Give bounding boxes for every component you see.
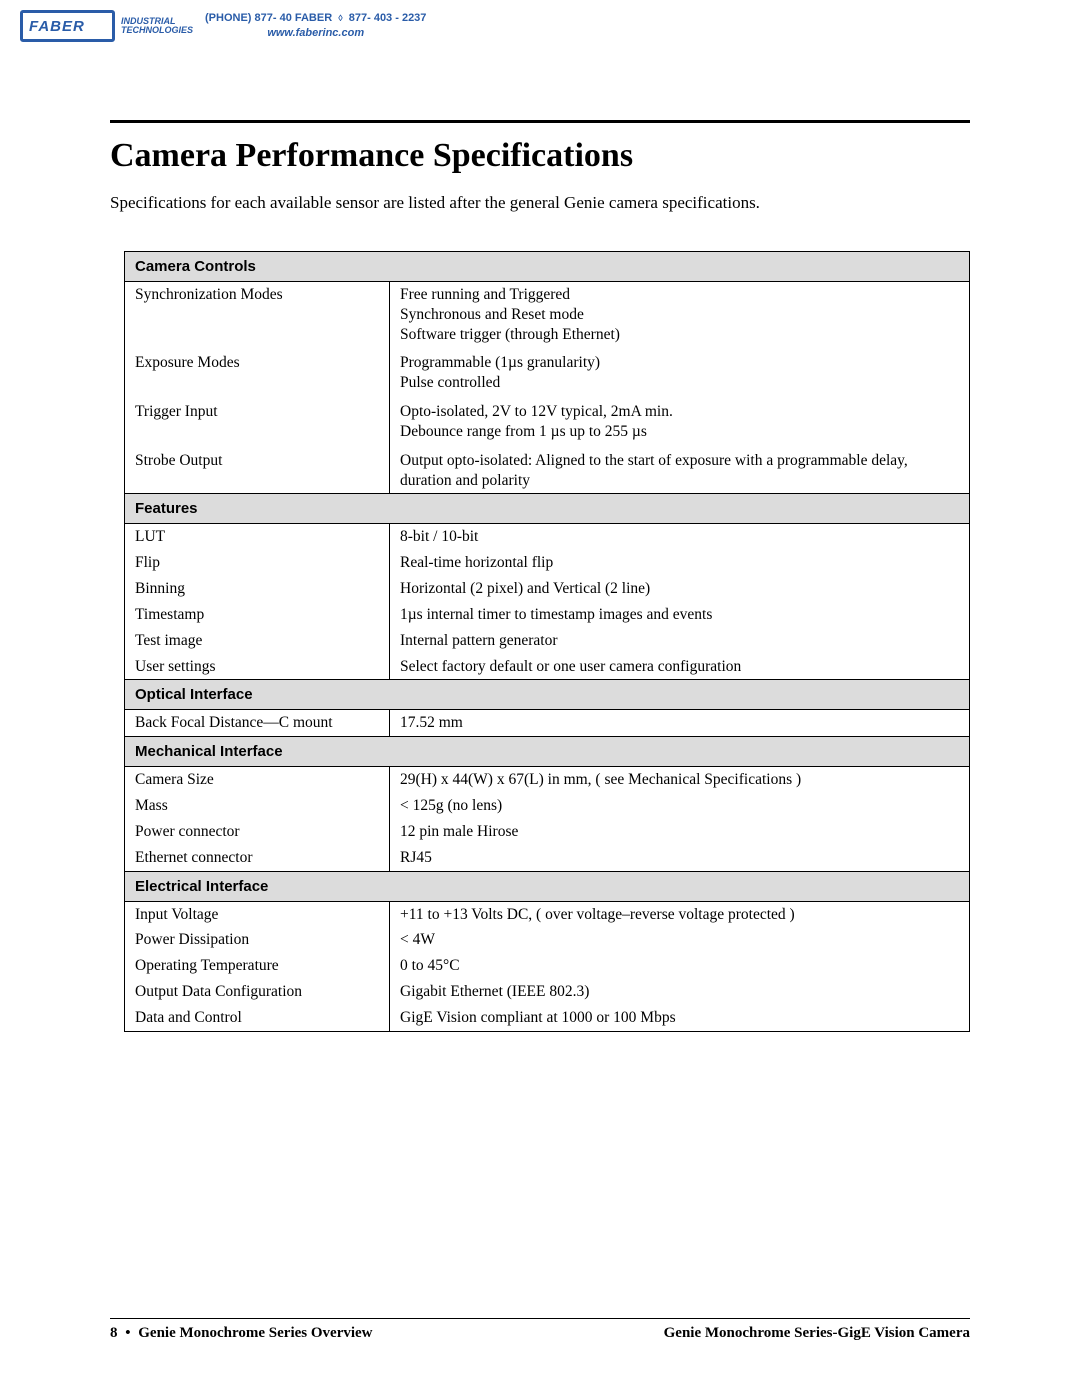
spec-label: Camera Size: [125, 767, 390, 793]
phone-separator-icon: ◊: [335, 13, 345, 23]
spec-label: Back Focal Distance—C mount: [125, 710, 390, 737]
page-body: Camera Performance Specifications Specif…: [0, 120, 1080, 1032]
spec-label: Synchronization Modes: [125, 282, 390, 348]
spec-label: Ethernet connector: [125, 845, 390, 871]
table-row: BinningHorizontal (2 pixel) and Vertical…: [125, 576, 970, 602]
spec-value: < 125g (no lens): [390, 793, 970, 819]
spec-value: Free running and TriggeredSynchronous an…: [390, 282, 970, 348]
spec-value: Internal pattern generator: [390, 628, 970, 654]
spec-value: 8-bit / 10-bit: [390, 524, 970, 550]
spec-label: Mass: [125, 793, 390, 819]
table-row: Power connector12 pin male Hirose: [125, 819, 970, 845]
spec-value: Output opto-isolated: Aligned to the sta…: [390, 445, 970, 494]
table-row: Output Data ConfigurationGigabit Etherne…: [125, 979, 970, 1005]
footer-row: 8 • Genie Monochrome Series Overview Gen…: [110, 1325, 970, 1342]
spec-value: 17.52 mm: [390, 710, 970, 737]
spec-value: Real-time horizontal flip: [390, 550, 970, 576]
footer-bullet-icon: •: [121, 1325, 134, 1341]
spec-value: GigE Vision compliant at 1000 or 100 Mbp…: [390, 1005, 970, 1031]
spec-label: Flip: [125, 550, 390, 576]
footer-left: 8 • Genie Monochrome Series Overview: [110, 1325, 373, 1342]
spec-label: LUT: [125, 524, 390, 550]
spec-value: Opto-isolated, 2V to 12V typical, 2mA mi…: [390, 396, 970, 445]
page-footer: 8 • Genie Monochrome Series Overview Gen…: [110, 1318, 970, 1342]
phone-alt: 877- 403 - 2237: [349, 12, 427, 24]
table-row: Timestamp1µs internal timer to timestamp…: [125, 602, 970, 628]
logo-text: FABER: [29, 18, 85, 35]
section-heading: Mechanical Interface: [125, 737, 970, 767]
contact-block: (PHONE) 877- 40 FABER ◊ 877- 403 - 2237 …: [205, 11, 426, 41]
page-title: Camera Performance Specifications: [110, 137, 970, 175]
intro-text: Specifications for each available sensor…: [110, 193, 970, 213]
table-row: Data and ControlGigE Vision compliant at…: [125, 1005, 970, 1031]
spec-label: Trigger Input: [125, 396, 390, 445]
spec-label: Operating Temperature: [125, 953, 390, 979]
page-number: 8: [110, 1325, 118, 1341]
spec-value: Programmable (1µs granularity)Pulse cont…: [390, 347, 970, 396]
footer-right: Genie Monochrome Series-GigE Vision Came…: [664, 1325, 970, 1342]
spec-label: Strobe Output: [125, 445, 390, 494]
website-url: www.faberinc.com: [205, 26, 426, 41]
table-row: Synchronization ModesFree running and Tr…: [125, 282, 970, 348]
logo-mark: FABER: [20, 10, 115, 42]
spec-label: Binning: [125, 576, 390, 602]
horizontal-rule: [110, 120, 970, 123]
spec-value: 0 to 45°C: [390, 953, 970, 979]
table-row: FlipReal-time horizontal flip: [125, 550, 970, 576]
phone-line: (PHONE) 877- 40 FABER ◊ 877- 403 - 2237: [205, 11, 426, 26]
spec-value: Gigabit Ethernet (IEEE 802.3): [390, 979, 970, 1005]
spec-value: 12 pin male Hirose: [390, 819, 970, 845]
logo: FABER INDUSTRIAL TECHNOLOGIES: [20, 10, 193, 42]
spec-value: RJ45: [390, 845, 970, 871]
spec-label: Exposure Modes: [125, 347, 390, 396]
footer-rule: [110, 1318, 970, 1319]
table-row: LUT8-bit / 10-bit: [125, 524, 970, 550]
logo-sub-line2: TECHNOLOGIES: [121, 26, 193, 35]
table-row: Strobe OutputOutput opto-isolated: Align…: [125, 445, 970, 494]
spec-label: Input Voltage: [125, 901, 390, 927]
table-row: Exposure ModesProgrammable (1µs granular…: [125, 347, 970, 396]
spec-label: Power Dissipation: [125, 927, 390, 953]
spec-label: User settings: [125, 654, 390, 680]
spec-label: Power connector: [125, 819, 390, 845]
spec-value: +11 to +13 Volts DC, ( over voltage–reve…: [390, 901, 970, 927]
table-row: Camera Size29(H) x 44(W) x 67(L) in mm, …: [125, 767, 970, 793]
spec-value: 29(H) x 44(W) x 67(L) in mm, ( see Mecha…: [390, 767, 970, 793]
table-row: Ethernet connectorRJ45: [125, 845, 970, 871]
table-row: Power Dissipation< 4W: [125, 927, 970, 953]
section-heading: Camera Controls: [125, 252, 970, 282]
table-row: Operating Temperature0 to 45°C: [125, 953, 970, 979]
table-row: Input Voltage+11 to +13 Volts DC, ( over…: [125, 901, 970, 927]
specifications-table: Camera ControlsSynchronization ModesFree…: [124, 251, 970, 1032]
table-row: User settingsSelect factory default or o…: [125, 654, 970, 680]
spec-label: Output Data Configuration: [125, 979, 390, 1005]
footer-left-text: Genie Monochrome Series Overview: [138, 1325, 372, 1341]
spec-value: 1µs internal timer to timestamp images a…: [390, 602, 970, 628]
table-row: Trigger InputOpto-isolated, 2V to 12V ty…: [125, 396, 970, 445]
page-header: FABER INDUSTRIAL TECHNOLOGIES (PHONE) 87…: [0, 0, 1080, 50]
section-heading: Features: [125, 494, 970, 524]
spec-label: Timestamp: [125, 602, 390, 628]
spec-value: Horizontal (2 pixel) and Vertical (2 lin…: [390, 576, 970, 602]
spec-label: Test image: [125, 628, 390, 654]
section-heading: Optical Interface: [125, 680, 970, 710]
table-row: Back Focal Distance—C mount17.52 mm: [125, 710, 970, 737]
table-row: Test imageInternal pattern generator: [125, 628, 970, 654]
spec-value: Select factory default or one user camer…: [390, 654, 970, 680]
table-row: Mass< 125g (no lens): [125, 793, 970, 819]
section-heading: Electrical Interface: [125, 871, 970, 901]
logo-subtext: INDUSTRIAL TECHNOLOGIES: [121, 17, 193, 36]
phone-label: (PHONE) 877- 40 FABER: [205, 12, 332, 24]
spec-value: < 4W: [390, 927, 970, 953]
spec-label: Data and Control: [125, 1005, 390, 1031]
